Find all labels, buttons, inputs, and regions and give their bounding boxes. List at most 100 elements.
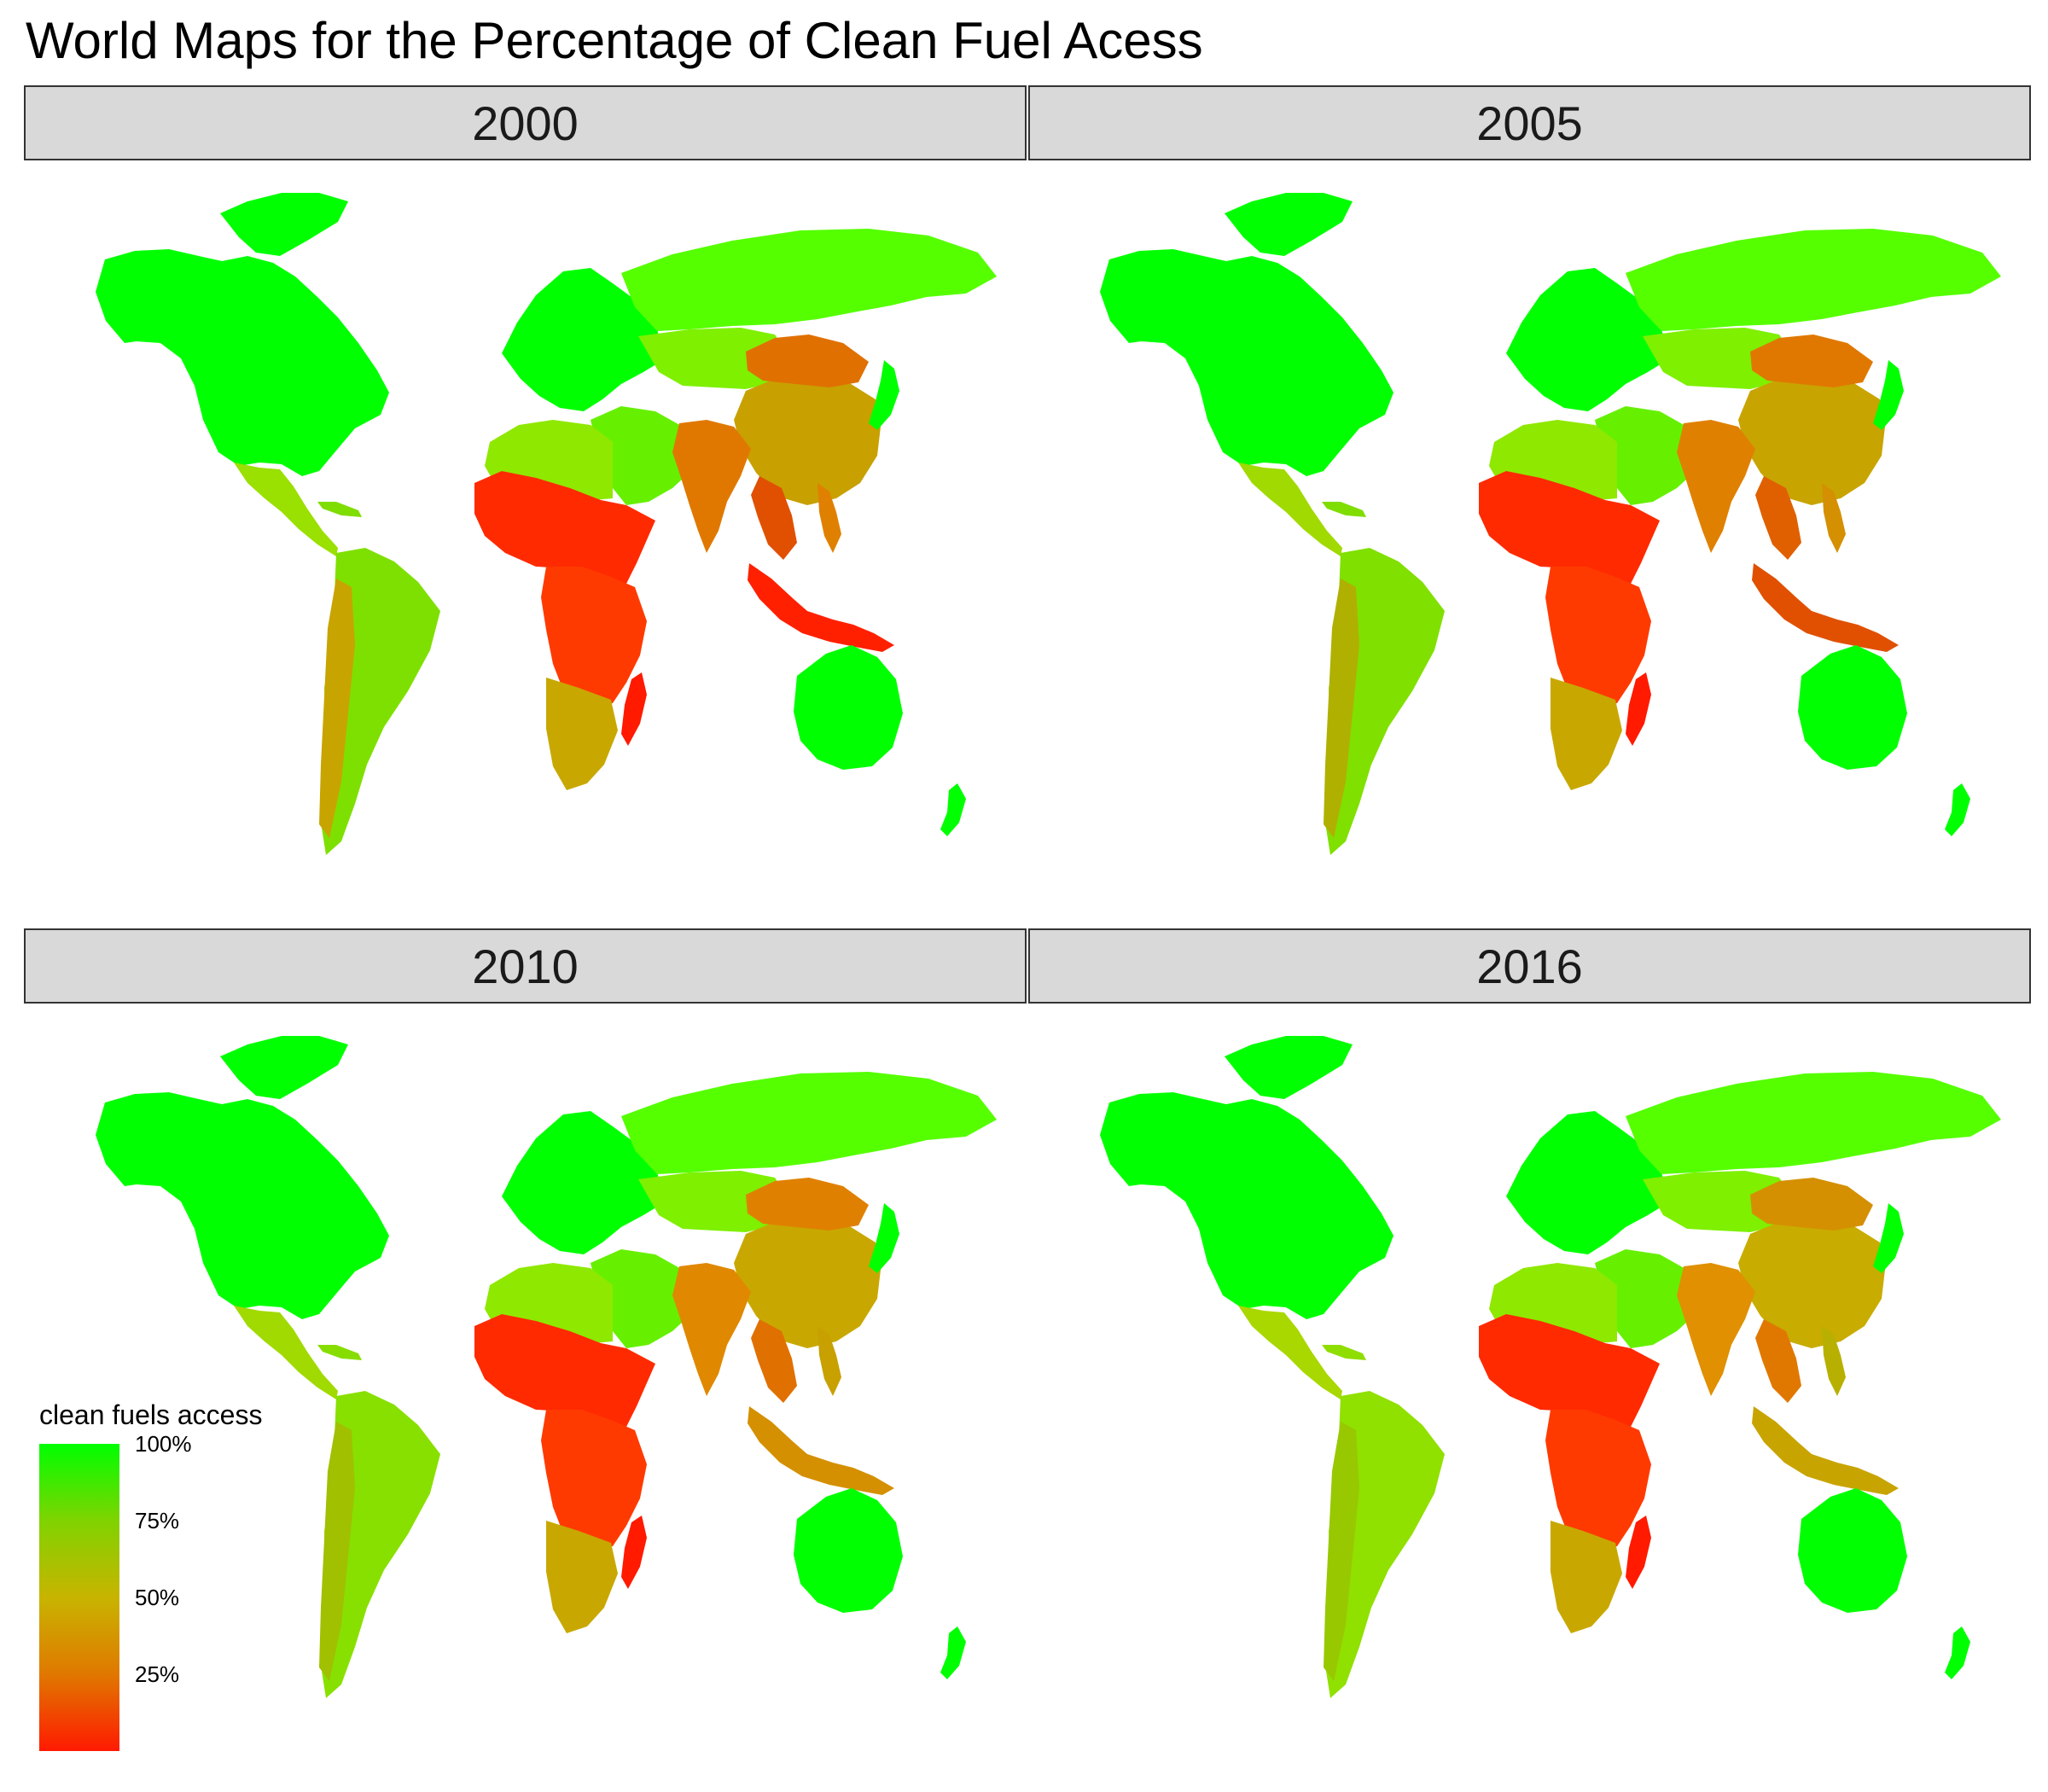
region-europe	[502, 268, 666, 411]
world-map-panel-1	[24, 167, 1027, 882]
region-greenland	[220, 193, 348, 256]
region-greenland	[1225, 1036, 1353, 1099]
region-philippines	[1822, 1326, 1846, 1396]
region-madagascar	[1626, 1516, 1651, 1589]
facet-strip-panel-2: 2005	[1028, 85, 2031, 160]
region-andes	[1324, 1422, 1359, 1681]
world-map-panel-2	[1028, 167, 2031, 882]
region-central-africa	[1545, 1410, 1651, 1551]
world-map-panel-4	[1028, 1010, 2031, 1725]
region-caribbean	[1322, 1345, 1366, 1360]
region-indonesia	[1752, 563, 1899, 652]
region-europe	[1506, 1111, 1670, 1254]
region-middle-east	[591, 1249, 703, 1348]
region-madagascar	[1626, 672, 1651, 746]
region-australia	[1798, 1488, 1907, 1613]
region-north-america	[96, 249, 389, 476]
region-madagascar	[621, 1516, 647, 1589]
region-southern-africa	[546, 678, 618, 790]
color-legend: clean fuels access 100% 75% 50% 25%	[39, 1399, 346, 1758]
region-china	[734, 374, 881, 505]
region-indonesia	[748, 1406, 894, 1495]
legend-tick-label: 50%	[135, 1585, 180, 1610]
region-west-africa	[474, 471, 655, 596]
region-mongolia-ne-china	[746, 1178, 869, 1231]
region-greenland	[1225, 193, 1353, 256]
region-indonesia	[748, 563, 894, 652]
region-new-zealand	[1945, 783, 1970, 836]
world-map-svg	[1100, 193, 2001, 855]
region-caribbean	[317, 1345, 362, 1360]
region-central-america	[1238, 463, 1342, 556]
region-southern-africa	[1551, 1521, 1622, 1633]
region-australia	[794, 645, 903, 770]
facet-strip-panel-4: 2016	[1028, 928, 2031, 1004]
region-mainland-se-asia	[751, 1319, 797, 1403]
legend-tick-label: 100%	[135, 1431, 192, 1457]
region-north-america	[1100, 249, 1393, 476]
region-indonesia	[1752, 1406, 1899, 1495]
region-west-africa	[474, 1314, 655, 1439]
region-middle-east	[1595, 406, 1708, 505]
region-europe	[1506, 268, 1670, 411]
region-south-asia	[1677, 420, 1755, 553]
region-japan	[869, 1203, 899, 1273]
region-russia	[1626, 229, 2001, 331]
region-caribbean	[317, 502, 362, 517]
region-central-america	[234, 463, 338, 556]
region-japan	[1873, 360, 1904, 430]
region-new-zealand	[1945, 1626, 1970, 1679]
region-central-america	[234, 1306, 338, 1399]
region-new-zealand	[940, 1626, 966, 1679]
page-title: World Maps for the Percentage of Clean F…	[26, 12, 1203, 69]
world-map-svg	[96, 1036, 997, 1698]
facet-strip-panel-3: 2010	[24, 928, 1027, 1004]
region-andes	[319, 1422, 355, 1681]
region-mainland-se-asia	[1755, 476, 1801, 560]
region-caribbean	[1322, 502, 1366, 517]
region-australia	[1798, 645, 1907, 770]
region-central-africa	[1545, 567, 1651, 708]
region-north-america	[1100, 1092, 1393, 1319]
region-southern-africa	[1551, 678, 1622, 790]
region-andes	[319, 579, 355, 838]
region-central-africa	[541, 1410, 647, 1551]
facet-strip-panel-1: 2000	[24, 85, 1027, 160]
region-russia	[621, 1072, 997, 1174]
region-philippines	[817, 483, 841, 553]
region-middle-east	[1595, 1249, 1708, 1348]
world-map-svg	[1100, 1036, 2001, 1698]
legend-tick	[119, 1673, 128, 1675]
region-china	[1738, 374, 1885, 505]
legend-tick	[119, 1597, 128, 1598]
region-mongolia-ne-china	[1750, 335, 1873, 387]
region-southern-africa	[546, 1521, 618, 1633]
legend-title: clean fuels access	[39, 1399, 263, 1430]
region-madagascar	[621, 672, 647, 746]
legend-colorbar	[39, 1444, 119, 1751]
region-greenland	[220, 1036, 348, 1099]
region-central-america	[1238, 1306, 1342, 1399]
region-central-africa	[541, 567, 647, 708]
legend-tick-label: 75%	[135, 1508, 180, 1533]
region-south-asia	[672, 1263, 751, 1396]
legend-tick	[119, 1443, 128, 1445]
region-mainland-se-asia	[751, 476, 797, 560]
region-south-asia	[672, 420, 751, 553]
region-andes	[1324, 579, 1359, 838]
region-philippines	[1822, 483, 1846, 553]
region-australia	[794, 1488, 903, 1613]
region-west-africa	[1479, 1314, 1660, 1439]
world-map-panel-3	[24, 1010, 1027, 1725]
world-map-svg	[96, 193, 997, 855]
region-russia	[621, 229, 997, 331]
legend-tick	[119, 1520, 128, 1521]
region-middle-east	[591, 406, 703, 505]
region-south-asia	[1677, 1263, 1755, 1396]
legend-tick-label: 25%	[135, 1661, 180, 1687]
region-north-america	[96, 1092, 389, 1319]
region-china	[1738, 1217, 1885, 1348]
region-china	[734, 1217, 881, 1348]
region-japan	[869, 360, 899, 430]
region-philippines	[817, 1326, 841, 1396]
